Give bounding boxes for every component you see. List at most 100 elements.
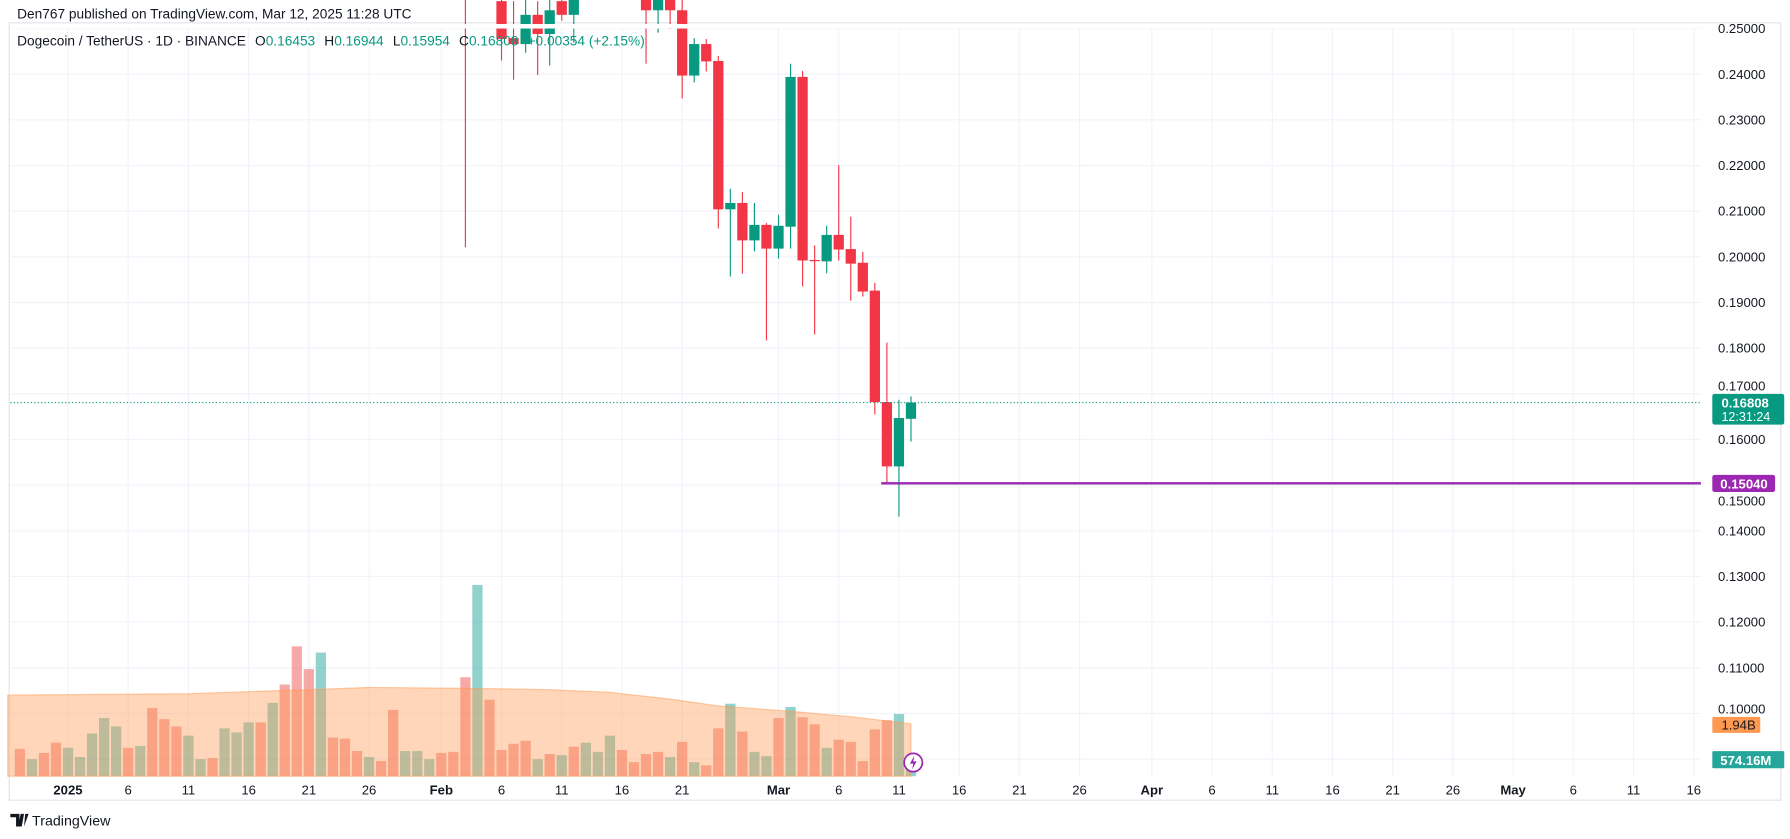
- volume-bar: [568, 746, 579, 777]
- volume-last-badge: 574.16M: [1712, 751, 1785, 769]
- volume-bar: [725, 703, 736, 777]
- price-tick-label: 0.22000: [1718, 158, 1765, 173]
- candles[interactable]: [460, 0, 917, 517]
- candle-body: [701, 44, 712, 62]
- symbol-name: Dogecoin / TetherUS · 1D · BINANCE: [17, 34, 246, 49]
- price-tick-label: 0.25000: [1718, 21, 1765, 36]
- time-tick-label: 21: [302, 782, 317, 797]
- price-tick-label: 0.20000: [1718, 249, 1765, 264]
- time-axis[interactable]: 2025 6 11 16 21 26 Feb 6 11 16 21 Mar 6 11 16 21 26 Apr 6 1…: [53, 782, 1701, 797]
- bar-countdown: 12:31:24: [1721, 410, 1770, 424]
- volume-bar: [580, 742, 591, 777]
- time-tick-label: 26: [1072, 782, 1087, 797]
- price-tick-label: 0.24000: [1718, 67, 1765, 82]
- price-tick-label: 0.23000: [1718, 112, 1765, 127]
- volume-bar: [14, 748, 25, 777]
- volume-bar: [604, 735, 616, 777]
- candle-body: [725, 202, 736, 210]
- candle-body: [833, 234, 844, 250]
- volume-bar: [544, 754, 555, 777]
- volume-bar: [809, 724, 820, 777]
- volume-bar: [592, 751, 604, 777]
- price-tick-label: 0.16000: [1718, 432, 1765, 447]
- volume-bar: [857, 761, 868, 777]
- tradingview-logo[interactable]: TradingView: [10, 813, 111, 829]
- volume-bar: [797, 717, 808, 777]
- time-tick-label: 6: [835, 782, 842, 797]
- volume-bar: [881, 720, 893, 777]
- svg-text:0.15040: 0.15040: [1720, 477, 1767, 492]
- volume-bar: [556, 755, 567, 777]
- volume-bar: [496, 749, 507, 777]
- candle-body: [689, 44, 700, 76]
- volume-pane: [7, 584, 917, 777]
- time-tick-label: 26: [362, 782, 377, 797]
- price-tick-label: 0.11000: [1718, 660, 1764, 675]
- time-tick-label: May: [1500, 782, 1526, 797]
- candle-body: [905, 402, 917, 419]
- volume-bar: [207, 758, 218, 777]
- candle-body: [664, 0, 676, 11]
- candle-body: [845, 249, 856, 264]
- price-tick-label: 0.14000: [1718, 523, 1765, 538]
- volume-bar: [616, 749, 628, 777]
- svg-text:1.94B: 1.94B: [1721, 717, 1756, 732]
- volume-bar: [26, 759, 37, 777]
- horizontal-line-badge[interactable]: 0.15040: [1712, 474, 1776, 492]
- candle-body: [809, 260, 820, 262]
- volume-bar: [111, 726, 122, 777]
- chart-frame: [8, 22, 1782, 801]
- time-tick-label: 26: [1446, 782, 1461, 797]
- volume-bar: [448, 751, 459, 777]
- volume-bar: [532, 759, 543, 777]
- candle-body: [508, 38, 519, 45]
- time-tick-label: 21: [675, 782, 690, 797]
- volume-bar: [713, 728, 724, 777]
- volume-bar: [267, 702, 278, 777]
- time-tick-label: 2025: [53, 782, 82, 797]
- published-caption: Den767 published on TradingView.com, Mar…: [17, 6, 412, 21]
- price-tick-label: 0.21000: [1718, 204, 1765, 219]
- volume-bar: [701, 765, 712, 777]
- price-axis[interactable]: 0.25000 0.24000 0.23000 0.22000 0.21000 0.200…: [1718, 21, 1765, 716]
- time-tick-label: 21: [1012, 782, 1027, 797]
- candle-body: [893, 418, 905, 467]
- svg-text:0.16808: 0.16808: [1721, 396, 1768, 411]
- candle-body: [797, 76, 808, 261]
- volume-bar: [664, 757, 676, 777]
- volume-bar: [38, 752, 50, 777]
- volume-bar: [327, 737, 339, 777]
- volume-bar: [845, 741, 856, 777]
- volume-bar: [315, 652, 327, 777]
- grid: [10, 23, 1701, 777]
- candle-body: [568, 0, 579, 15]
- svg-text:574.16M: 574.16M: [1720, 753, 1771, 768]
- price-tick-label: 0.19000: [1718, 295, 1765, 310]
- candle-body: [556, 1, 567, 15]
- volume-bar: [472, 584, 483, 777]
- price-tick-label: 0.10000: [1718, 701, 1765, 716]
- volume-bar: [821, 747, 832, 777]
- volume-bar: [98, 718, 110, 777]
- volume-bar: [231, 732, 242, 777]
- candle-body: [869, 290, 880, 403]
- time-tick-label: 6: [125, 782, 132, 797]
- time-tick-label: 16: [952, 782, 967, 797]
- volume-bar: [388, 709, 399, 777]
- price-tick-label: 0.13000: [1718, 569, 1765, 584]
- volume-bar: [375, 761, 387, 777]
- time-tick-label: 11: [1627, 782, 1641, 797]
- volume-bar: [436, 752, 447, 777]
- svg-text:TradingView: TradingView: [32, 813, 111, 829]
- volume-bar: [62, 747, 74, 777]
- time-tick-label: 11: [182, 782, 196, 797]
- price-lines: [10, 402, 1701, 485]
- time-tick-label: 11: [1265, 782, 1279, 797]
- time-tick-label: 16: [1686, 782, 1701, 797]
- volume-bar: [219, 728, 230, 777]
- lightning-icon[interactable]: [903, 752, 924, 773]
- time-tick-label: Mar: [767, 782, 790, 797]
- candle-body: [713, 60, 724, 210]
- price-tick-label: 0.15000: [1718, 494, 1765, 509]
